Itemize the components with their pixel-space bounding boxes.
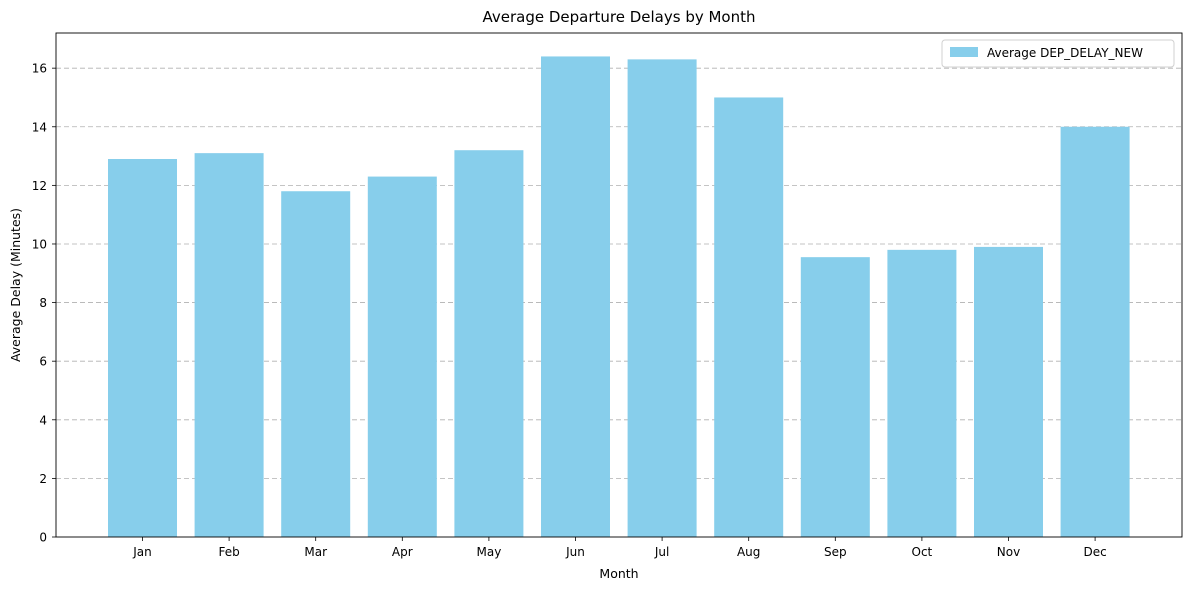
y-tick-label: 2 (39, 472, 47, 486)
bar-mar (281, 191, 351, 538)
x-tick-label: Nov (997, 545, 1020, 559)
bar-aug (714, 97, 784, 537)
y-tick-label: 6 (39, 355, 47, 369)
y-tick-label: 14 (32, 120, 47, 134)
x-tick-label: Sep (824, 545, 847, 559)
bar-jun (541, 56, 610, 537)
x-tick-label: May (476, 545, 501, 559)
x-tick-label: Jan (132, 545, 152, 559)
bar-oct (887, 249, 957, 537)
chart-title: Average Departure Delays by Month (482, 8, 755, 26)
y-tick-label: 8 (39, 296, 47, 310)
x-tick-label: Jun (565, 545, 585, 559)
bar-apr (367, 176, 437, 537)
y-tick-label: 0 (39, 531, 47, 545)
x-tick-label: Oct (912, 545, 933, 559)
y-tick-label: 16 (32, 62, 47, 76)
y-tick-label: 10 (32, 237, 47, 251)
legend-swatch (950, 47, 978, 57)
bar-jan (108, 159, 177, 537)
bar-nov (974, 246, 1043, 537)
bar-sep (800, 257, 870, 537)
x-axis-ticks: Jan Feb Mar Apr May Jun Jul Aug Sep Oct Nov Dec (132, 537, 1107, 559)
x-axis-label: Month (599, 566, 638, 581)
legend: Average DEP_DELAY_NEW (941, 39, 1175, 68)
bars (108, 56, 1130, 538)
y-tick-label: 4 (39, 413, 47, 427)
bar-may (454, 150, 524, 538)
x-tick-label: Feb (218, 545, 239, 559)
plot-frame (55, 32, 1183, 538)
legend-box (941, 39, 1175, 68)
bar-jul (627, 59, 697, 537)
x-tick-label: Jul (654, 545, 669, 559)
x-tick-label: Mar (304, 545, 327, 559)
bar-dec (1060, 126, 1130, 537)
x-tick-label: Apr (392, 545, 413, 559)
legend-label: Average DEP_DELAY_NEW (987, 46, 1143, 60)
y-tick-label: 12 (32, 179, 47, 193)
bar-feb (194, 153, 264, 538)
x-tick-label: Dec (1083, 545, 1106, 559)
x-tick-label: Aug (737, 545, 760, 559)
y-axis-ticks: 0 2 4 6 8 10 12 14 16 (32, 62, 56, 545)
y-axis-label: Average Delay (Minutes) (8, 208, 23, 362)
